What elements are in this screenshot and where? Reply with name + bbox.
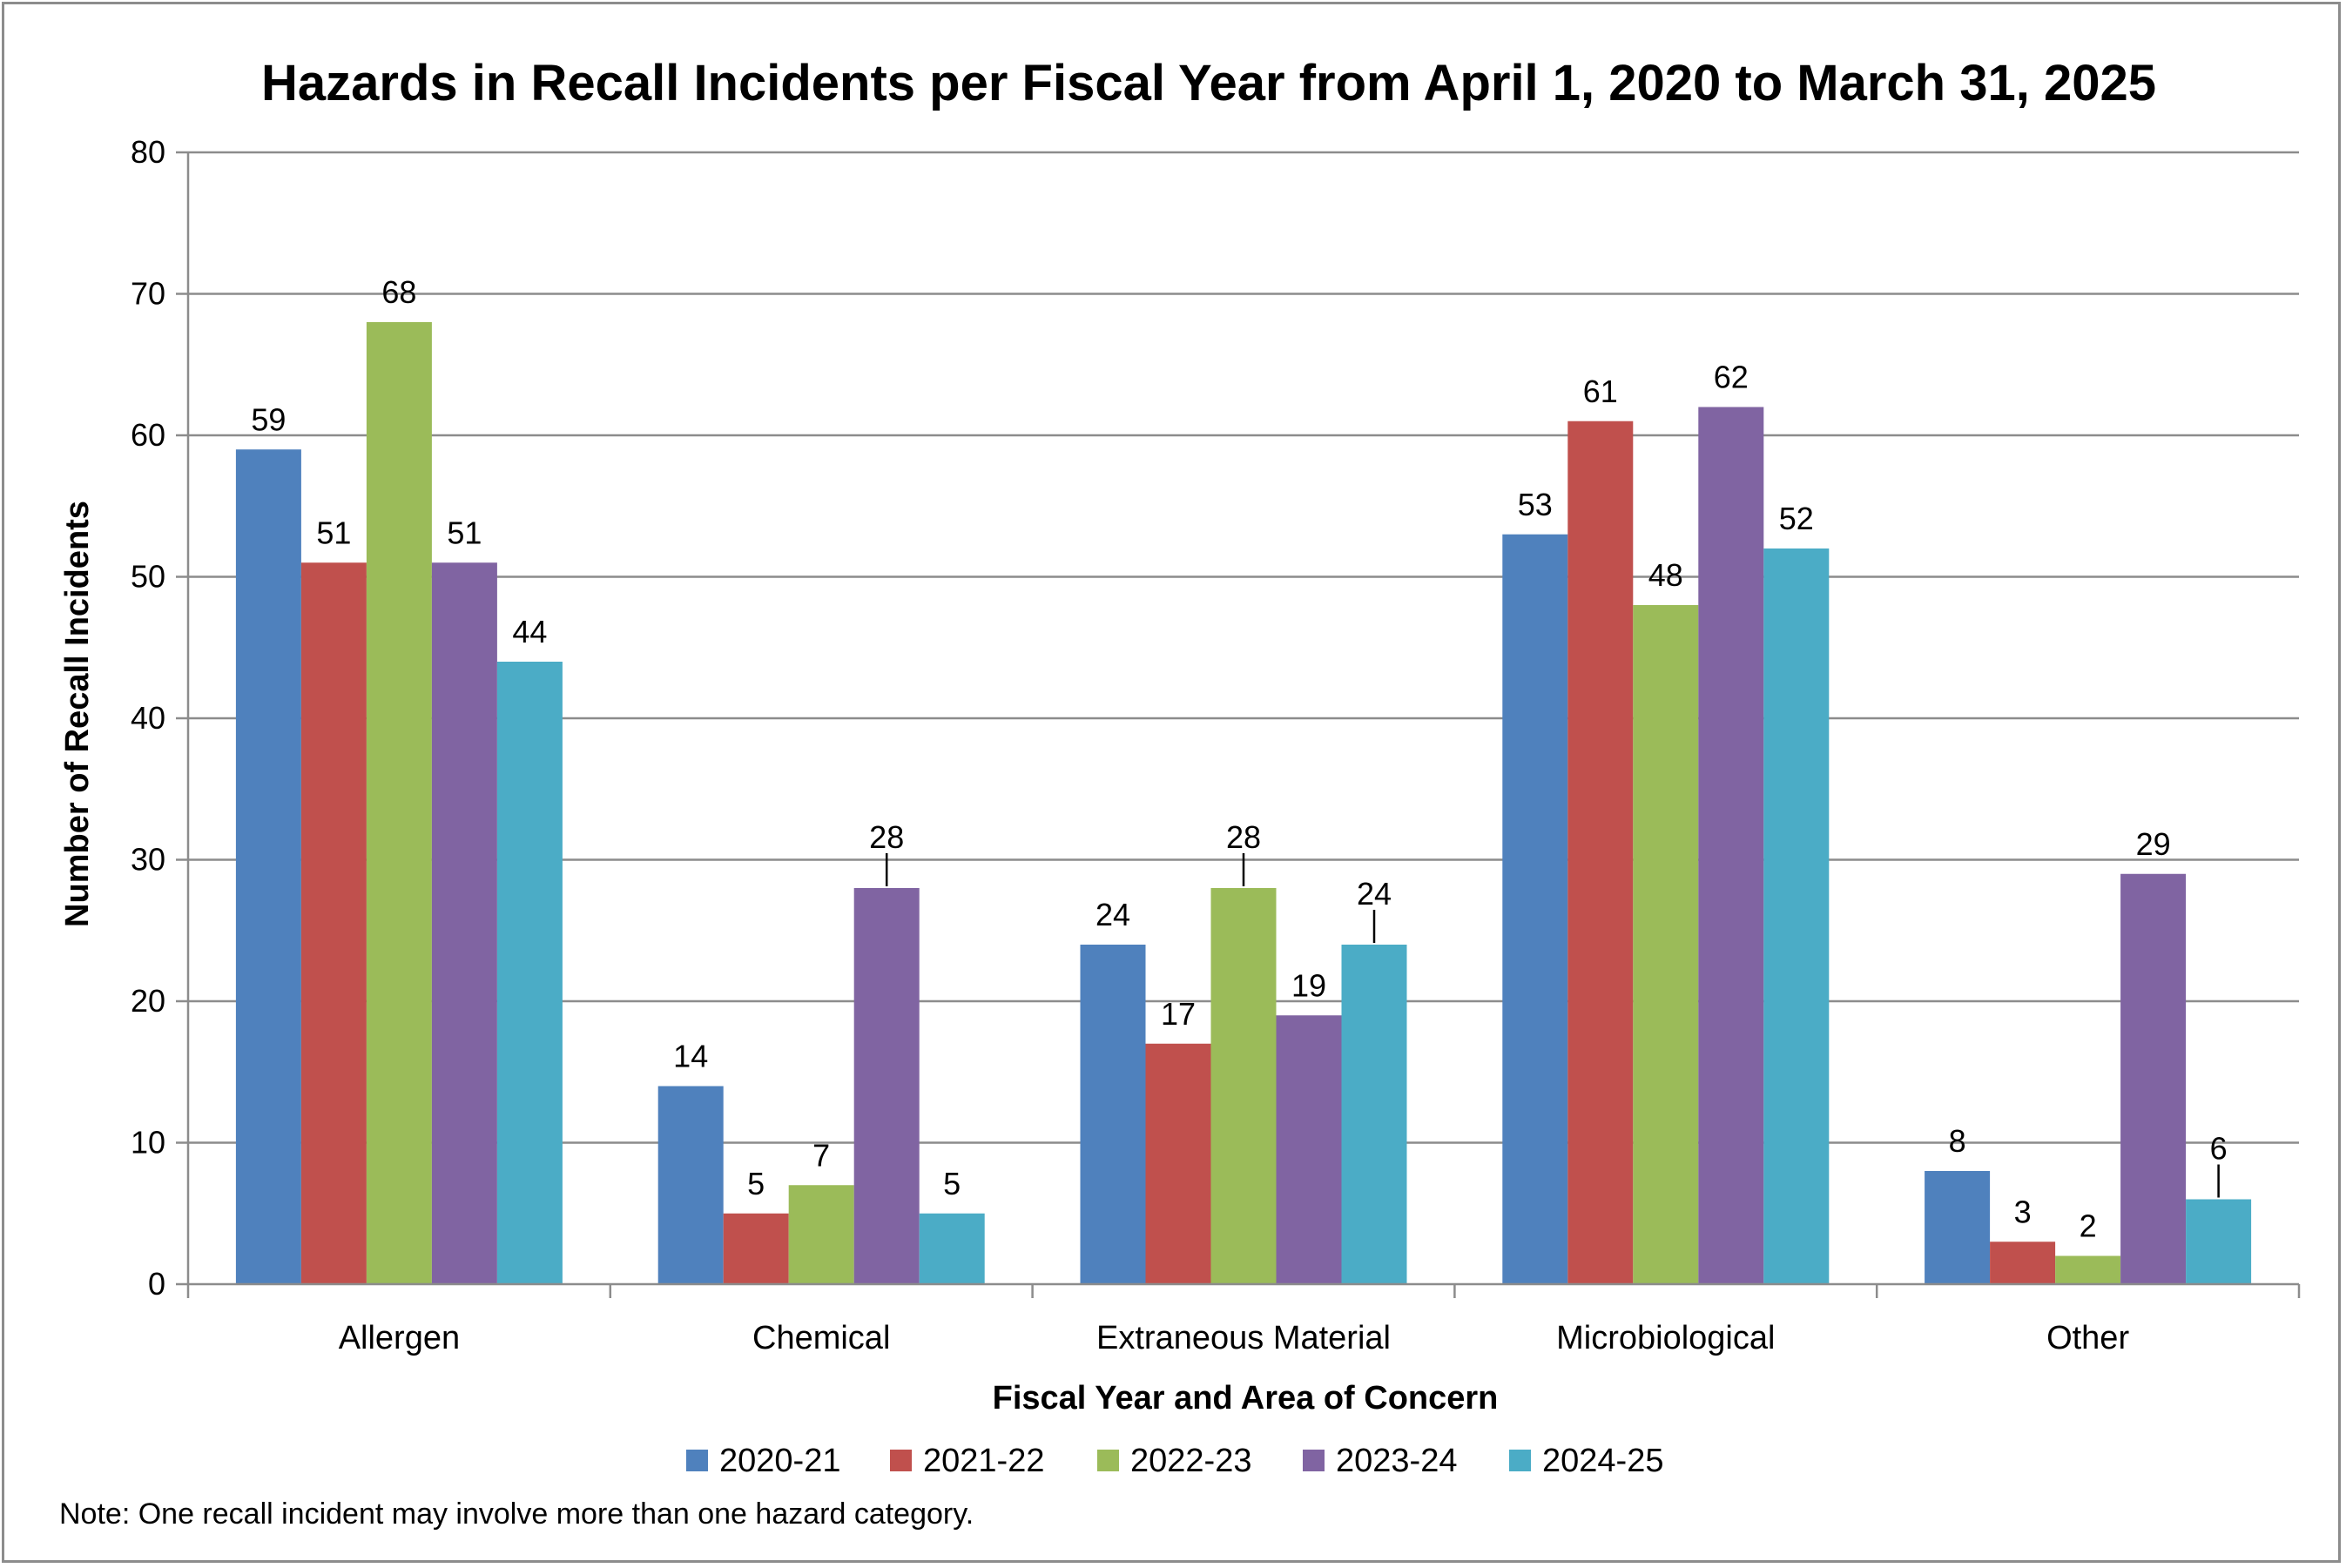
y-tick-label: 30 [131,842,165,878]
bar-2023-24-other [2120,873,2187,1284]
y-tick-label: 60 [131,417,165,453]
data-label: 51 [447,515,482,550]
footnote: Note: One recall incident may involve mo… [59,1497,974,1531]
data-label: 28 [869,819,904,855]
data-label: 24 [1095,897,1130,932]
bar-2020-21-chemical [657,1086,724,1284]
data-label: 48 [1648,557,1683,593]
bar-2024-25-chemical [919,1213,985,1284]
bar-2020-21-allergen [235,449,301,1284]
x-category-label: Chemical [752,1320,890,1356]
bar-2021-22-extraneous-material [1145,1043,1211,1284]
data-label: 5 [943,1166,961,1201]
data-label: 59 [251,401,286,437]
data-label: 7 [812,1137,830,1173]
data-label: 62 [1714,360,1749,395]
y-tick-label: 80 [131,134,165,170]
legend-swatch-2023-24 [1303,1450,1325,1471]
bar-2023-24-extraneous-material [1276,1015,1342,1284]
bar-2022-23-extraneous-material [1210,888,1277,1284]
data-label: 68 [381,274,416,310]
bar-2021-22-chemical [723,1213,789,1284]
data-label: 28 [1226,819,1261,855]
data-label: 17 [1161,996,1196,1032]
bar-2023-24-chemical [853,888,920,1284]
data-label: 8 [1949,1123,1966,1159]
bar-2023-24-allergen [431,562,497,1284]
x-category-label: Allergen [339,1320,460,1356]
axes [176,151,2301,1298]
data-label: 53 [1518,487,1553,522]
y-tick-label: 50 [131,559,165,595]
legend-label: 2020-21 [719,1443,840,1479]
y-tick-labels: 0 10 20 30 40 50 60 70 80 [131,134,165,1302]
y-tick-label: 0 [148,1266,165,1302]
chart-title: Hazards in Recall Incidents per Fiscal Y… [261,55,2156,111]
data-label: 3 [2014,1194,2032,1229]
data-label: 51 [316,515,351,550]
data-label: 24 [1357,876,1392,912]
bar-2023-24-microbiological [1698,407,1764,1284]
legend-label: 2023-24 [1336,1443,1457,1479]
data-label: 44 [512,614,547,649]
x-axis-title: Fiscal Year and Area of Concern [993,1380,1499,1417]
bar-2024-25-allergen [496,662,563,1284]
legend-label: 2022-23 [1130,1443,1251,1479]
bars [235,322,2252,1284]
bar-2022-23-chemical [788,1185,854,1284]
data-label: 52 [1779,501,1814,536]
x-category-label: Extraneous Material [1096,1320,1391,1356]
legend-label: 2021-22 [923,1443,1044,1479]
y-tick-label: 70 [131,276,165,312]
bar-2021-22-other [1990,1242,2056,1284]
x-category-labels: Allergen Chemical Extraneous Material Micro… [339,1320,2130,1356]
data-label: 6 [2210,1131,2228,1167]
legend-swatch-2020-21 [686,1450,708,1471]
bar-2022-23-microbiological [1633,605,1699,1284]
bar-2021-22-microbiological [1567,421,1634,1284]
bar-2024-25-extraneous-material [1341,945,1407,1284]
x-category-label: Other [2046,1320,2129,1356]
bar-2022-23-allergen [366,322,432,1284]
data-label: 61 [1583,373,1618,409]
y-tick-label: 10 [131,1125,165,1161]
data-label: 14 [673,1039,708,1074]
y-axis-title: Number of Recall Incidents [59,501,96,927]
x-category-label: Microbiological [1556,1320,1775,1356]
data-label: 2 [2080,1208,2097,1244]
bar-2022-23-other [2055,1255,2121,1284]
legend-swatch-2024-25 [1509,1450,1531,1471]
y-tick-label: 20 [131,983,165,1019]
data-label: 5 [747,1166,765,1201]
legend: 2020-21 2021-22 2022-23 2023-24 2024-25 [686,1443,1663,1479]
y-tick-label: 40 [131,700,165,736]
bar-2020-21-microbiological [1502,534,1568,1284]
data-label: 19 [1291,967,1326,1003]
data-label: 29 [2136,826,2171,862]
legend-swatch-2021-22 [890,1450,912,1471]
bar-2020-21-extraneous-material [1080,945,1146,1284]
bar-2020-21-other [1925,1171,1991,1284]
legend-label: 2024-25 [1542,1443,1663,1479]
bar-2024-25-other [2186,1199,2252,1284]
legend-swatch-2022-23 [1097,1450,1119,1471]
bar-2021-22-allergen [300,562,367,1284]
bar-2024-25-microbiological [1763,548,1830,1284]
